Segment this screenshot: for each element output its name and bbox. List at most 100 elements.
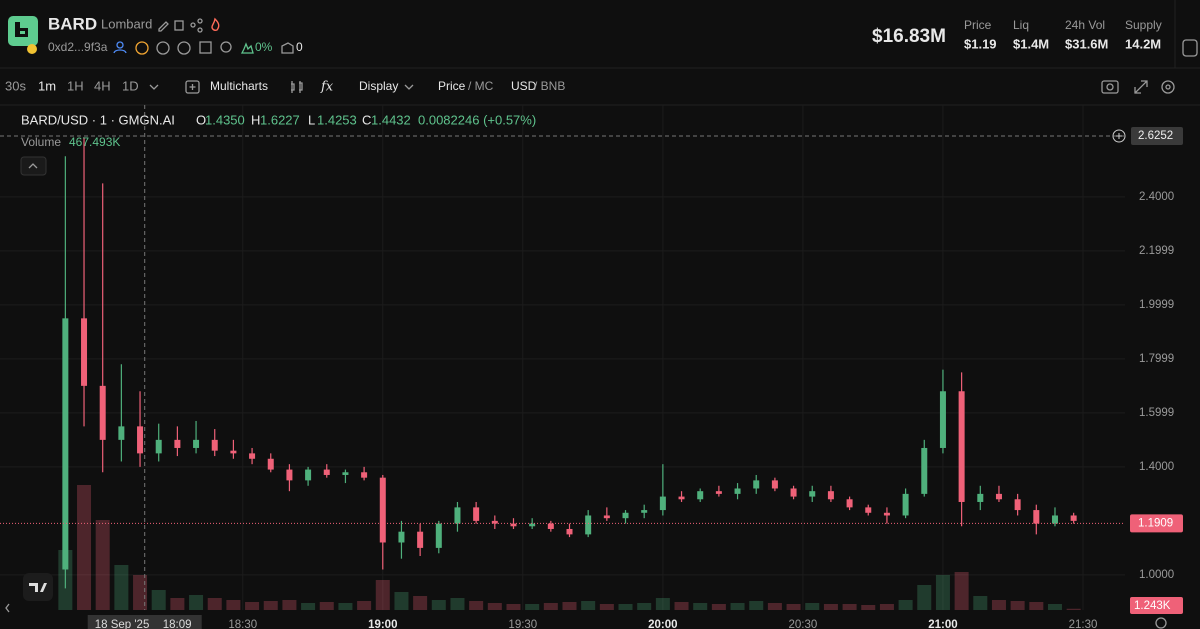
volume-bar [730, 603, 745, 610]
candle-body [99, 385, 106, 440]
volume-bar [581, 601, 596, 610]
candle-body [323, 469, 330, 475]
ohlc-key: H [251, 112, 260, 127]
interval[interactable]: 4H [94, 78, 111, 93]
y-tick-label: 1.4000 [1139, 461, 1174, 473]
volume-label: Volume [21, 135, 61, 149]
x-tick-label: 19:30 [508, 619, 537, 629]
x-tick-label: 20:00 [648, 619, 677, 629]
volume-bar [375, 580, 390, 610]
mc-toggle[interactable]: / MC [468, 79, 494, 93]
ohlc-value: 1.4350 [205, 112, 245, 127]
candle-body [809, 491, 816, 497]
multicharts-icon[interactable] [185, 80, 200, 94]
stat-label: Price [964, 18, 992, 32]
symbol: BARD/USD · 1 · GMGN.AI [21, 112, 175, 127]
candle-body [641, 510, 648, 513]
interval[interactable]: 1m [38, 78, 56, 93]
interval[interactable]: 30s [5, 78, 26, 93]
volume-bar [338, 603, 353, 610]
volume-bar [562, 602, 577, 610]
volume-bar [693, 603, 708, 610]
last-price-label: 1.1909 [1138, 517, 1173, 529]
candle-body [678, 496, 685, 500]
multicharts[interactable]: Multicharts [210, 79, 268, 93]
volume-bar [357, 601, 372, 610]
volume-bar [917, 585, 932, 610]
crosshair-date: 18 Sep '25 [95, 619, 150, 629]
volume-bar [749, 601, 764, 610]
chart-tools[interactable] [1101, 80, 1175, 94]
candle-body [827, 491, 834, 500]
candle-body [865, 507, 872, 513]
volume-bar [786, 604, 801, 610]
token-address[interactable]: 0xd2...9f3a [48, 40, 108, 54]
candle-body [1051, 515, 1058, 524]
volume-bar [1010, 601, 1025, 610]
price-toggle[interactable]: Price [438, 79, 466, 93]
candle-body [883, 512, 890, 516]
volume-bar [767, 603, 782, 610]
volume-bar [1029, 602, 1044, 610]
ohlc-legend: O1.4350 H 1.6227 L 1.4253 C 1.4432 [196, 112, 411, 127]
candle-body [790, 488, 797, 497]
volume-bar [189, 595, 204, 610]
volume-bars [58, 485, 1081, 610]
candle-body [62, 318, 69, 570]
stat-label: Supply [1125, 18, 1162, 32]
candle-body [659, 496, 666, 511]
candle-body [902, 493, 909, 516]
candle-body [958, 391, 965, 502]
bnb-toggle[interactable]: / BNB [534, 79, 565, 93]
volume-bar [711, 604, 726, 610]
copy-icon[interactable] [174, 20, 184, 31]
candle-body [230, 450, 237, 454]
volume-bar [151, 590, 166, 610]
stats: Price $1.19 Liq $1.4M 24h Vol $31.6M Supply 14.… [964, 18, 1162, 51]
chart-type-icon[interactable] [291, 81, 303, 93]
scroll-left[interactable] [5, 603, 10, 613]
candle-body [1070, 515, 1077, 521]
volume-bar [599, 604, 614, 610]
volume-bar [637, 603, 652, 610]
candle-body [529, 523, 536, 527]
x-tick-label: 19:00 [368, 619, 397, 629]
stat-value: 14.2M [1125, 36, 1161, 51]
plus [189, 84, 196, 90]
volume-bar [413, 596, 428, 610]
interval-menu[interactable] [149, 84, 159, 90]
collapse-chevron [28, 163, 38, 169]
candle-body [379, 477, 386, 543]
tv-glyph [29, 583, 47, 592]
crosshair-add[interactable] [1112, 129, 1126, 143]
overlay: 1.1909 1.243K 2.6252 18 Sep '25 18:09 [0, 105, 1183, 629]
candle-body [921, 447, 928, 494]
crosshair-price: 2.6252 [1138, 130, 1173, 142]
toolbar: 30s 1m 1H 4H 1D [5, 78, 139, 93]
volume-bar [487, 603, 502, 610]
crosshair-time: 18:09 [163, 619, 192, 629]
collapse-button[interactable] [20, 156, 47, 176]
candle-body [697, 491, 704, 500]
display[interactable]: Display [359, 79, 398, 93]
ohlc-key: O [196, 112, 206, 127]
candle-body [267, 458, 274, 470]
change: 0.0082246 (+0.57%) [418, 112, 536, 127]
axis-settings[interactable] [1155, 617, 1167, 629]
edit-icon[interactable] [158, 21, 169, 32]
ohlc-value: 1.4432 [371, 112, 411, 127]
volume-bar [879, 604, 894, 610]
share-icon[interactable] [190, 18, 203, 33]
wallet-icon[interactable] [1182, 39, 1198, 57]
display-menu[interactable] [404, 84, 414, 90]
usd-toggle[interactable]: USD [511, 79, 537, 93]
indicators[interactable]: fx [320, 80, 334, 95]
y-tick-label: 1.7999 [1139, 353, 1174, 365]
interval[interactable]: 1H [67, 78, 84, 93]
candle-body [585, 515, 592, 535]
interval[interactable]: 1D [122, 78, 139, 93]
y-tick-label: 1.0000 [1139, 569, 1174, 581]
candle-body [1014, 499, 1021, 511]
y-tick-label: 2.1999 [1139, 245, 1174, 257]
